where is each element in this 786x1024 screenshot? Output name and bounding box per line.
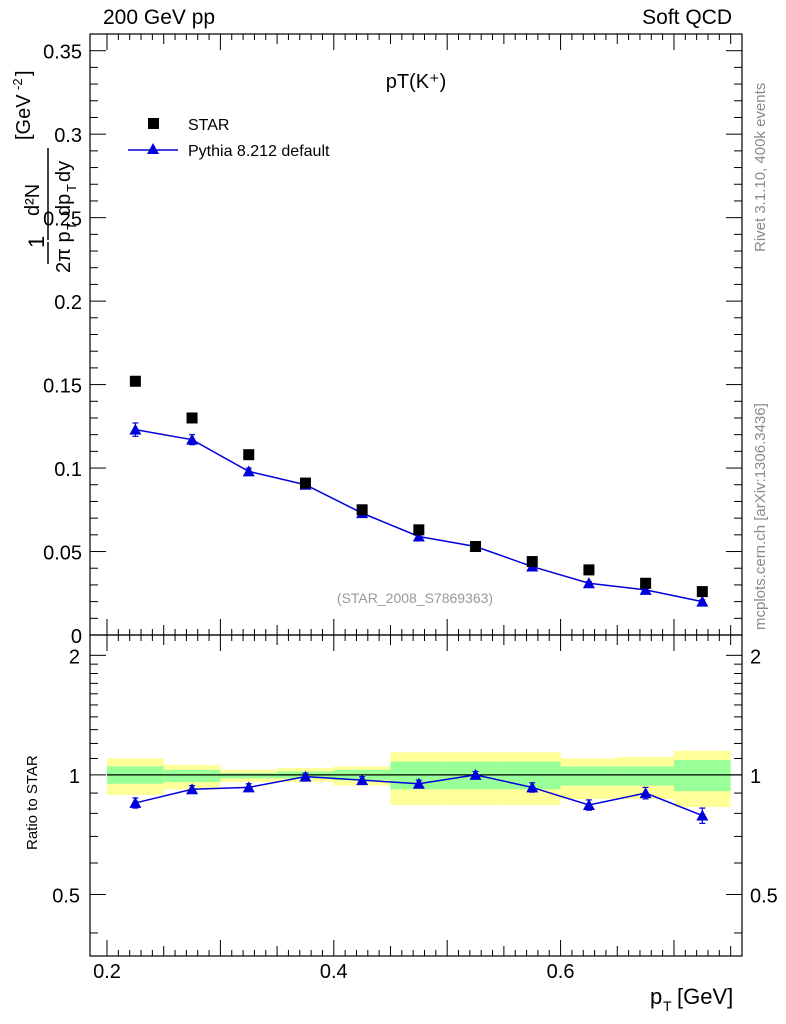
svg-text:d²N: d²N — [22, 184, 44, 216]
star-point — [696, 586, 708, 598]
x-tick-label: 0.2 — [93, 961, 121, 983]
svg-text:dy: dy — [53, 161, 75, 182]
y-tick-label: 0.15 — [43, 376, 82, 398]
star-point — [413, 524, 425, 536]
ratio-y-tick-label-right: 0.5 — [750, 885, 778, 907]
star-point — [243, 449, 255, 461]
y-tick-label: 0.1 — [54, 459, 82, 481]
star-point — [356, 504, 368, 516]
ratio-point — [469, 768, 482, 780]
svg-text:T: T — [663, 998, 672, 1014]
svg-text:T: T — [64, 222, 79, 230]
svg-text:]: ] — [13, 70, 35, 76]
header-right-label: Soft QCD — [642, 6, 732, 29]
ratio-point — [582, 798, 595, 810]
star-point — [470, 541, 482, 553]
pythia-point — [242, 465, 255, 477]
ratio-y-tick-label: 1 — [69, 766, 80, 788]
ratio-band-inner — [560, 766, 618, 786]
ratio-y-tick-label-right: 2 — [750, 646, 761, 668]
pythia-series-line — [135, 428, 703, 603]
y-tick-label: 0.2 — [54, 292, 82, 314]
ratio-point — [696, 809, 709, 821]
pythia-point — [412, 530, 425, 542]
y-tick-label: 0 — [71, 626, 82, 648]
chart-title: pT(K⁺) — [386, 71, 447, 93]
svg-text:-2: -2 — [10, 78, 25, 90]
svg-text:dp: dp — [53, 194, 75, 216]
svg-text:1: 1 — [24, 236, 49, 248]
ratio-point — [299, 770, 312, 782]
header-left-label: 200 GeV pp — [103, 6, 216, 29]
svg-text:T: T — [64, 184, 79, 192]
svg-text:2π p: 2π p — [53, 231, 75, 273]
watermark-label: (STAR_2008_S7869363) — [337, 590, 493, 606]
pythia-point — [186, 433, 199, 445]
legend-marker-pythia — [147, 143, 159, 154]
pythia-point — [129, 423, 142, 435]
star-point — [129, 375, 141, 387]
ratio-band-inner — [617, 766, 674, 786]
ratio-y-tick-label-right: 1 — [750, 766, 761, 788]
ratio-point — [356, 774, 369, 786]
ratio-point — [412, 777, 425, 789]
y-axis-title: 1 d²N 2π p T dp T dy [GeV -2 ] — [10, 70, 79, 273]
y-tick-label: 0.25 — [43, 209, 82, 231]
star-point — [583, 564, 595, 576]
svg-text:[GeV]: [GeV] — [677, 984, 733, 1009]
pythia-point — [582, 577, 595, 589]
ratio-y-tick-label: 2 — [69, 646, 80, 668]
ratio-band-inner — [673, 760, 731, 792]
ratio-plot-frame — [89, 634, 743, 957]
svg-text:p: p — [650, 984, 662, 1009]
ratio-band-inner — [220, 773, 278, 779]
y-tick-label: 0.35 — [43, 42, 82, 64]
ratio-y-axis-title: Ratio to STAR — [24, 755, 41, 850]
legend-marker-star — [148, 118, 159, 129]
y-tick-label: 0.05 — [43, 543, 82, 565]
star-point — [526, 556, 538, 568]
ratio-band-inner — [163, 769, 221, 782]
ratio-point — [639, 787, 652, 799]
ratio-point — [129, 796, 142, 808]
svg-text:[GeV: [GeV — [13, 94, 35, 140]
legend-label-pythia: Pythia 8.212 default — [188, 143, 330, 160]
star-point — [640, 577, 652, 589]
y-tick-label: 0.3 — [54, 125, 82, 147]
x-axis-title: p T [GeV] — [650, 984, 733, 1014]
ratio-y-tick-label: 0.5 — [52, 885, 80, 907]
ratio-point — [526, 781, 539, 793]
x-tick-label: 0.4 — [320, 961, 348, 983]
legend: STAR Pythia 8.212 default — [128, 117, 330, 160]
legend-label-star: STAR — [188, 117, 229, 134]
pythia-point — [639, 583, 652, 595]
ratio-point — [186, 783, 199, 795]
star-point — [186, 412, 198, 424]
x-tick-label: 0.6 — [547, 961, 575, 983]
ratio-point — [242, 781, 255, 793]
pythia-point — [696, 595, 709, 607]
star-point — [299, 477, 311, 489]
